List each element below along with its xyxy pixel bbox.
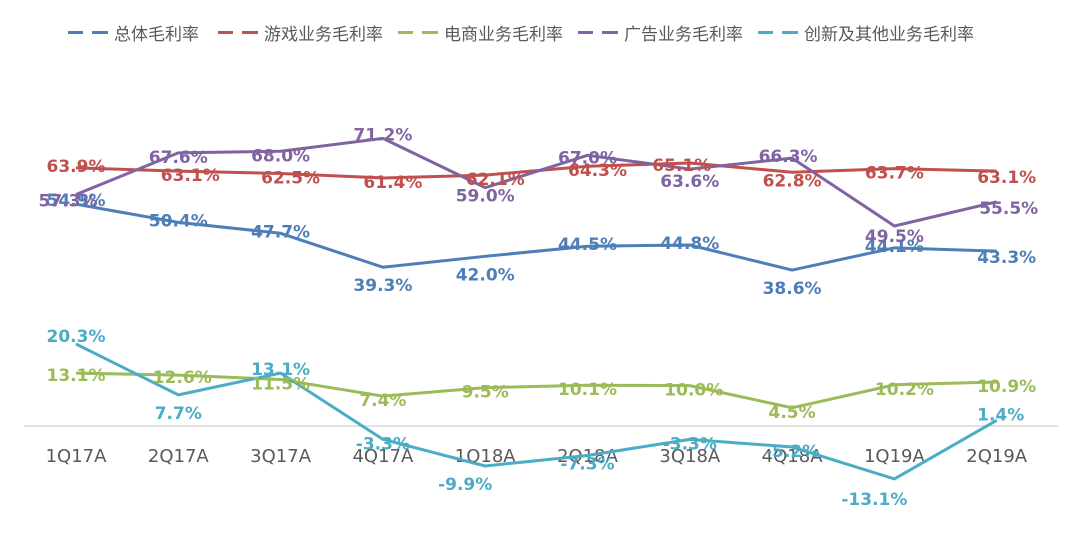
data-label: -7.3%	[560, 454, 614, 474]
series-line	[75, 371, 997, 410]
data-label: 57.3%	[39, 192, 98, 212]
data-label: 62.5%	[261, 169, 320, 189]
legend-label: 创新及其他业务毛利率	[804, 24, 974, 45]
data-label: 44.5%	[558, 235, 617, 255]
legend-item: 创新及其他业务毛利率	[758, 18, 974, 46]
data-label: 13.1%	[47, 366, 106, 386]
series-line	[75, 136, 998, 228]
series-line	[75, 342, 998, 481]
legend-swatch	[758, 29, 798, 35]
legend-label: 游戏业务毛利率	[264, 24, 383, 45]
data-label: 61.4%	[363, 173, 422, 193]
legend-swatch	[578, 29, 618, 35]
data-label: 49.5%	[865, 227, 924, 247]
data-label: 50.4%	[149, 211, 208, 231]
data-label: 55.5%	[979, 199, 1038, 219]
legend-item: 总体毛利率	[68, 18, 199, 46]
data-label: 9.5%	[462, 383, 509, 403]
data-label: 71.2%	[353, 125, 412, 145]
legend-swatch	[218, 29, 258, 35]
legend-label: 广告业务毛利率	[624, 24, 743, 45]
data-label: 67.6%	[149, 148, 208, 168]
data-label: 38.6%	[763, 279, 822, 299]
data-label: 10.1%	[558, 380, 617, 400]
legend-label: 总体毛利率	[114, 24, 199, 45]
data-label: 44.1%	[865, 237, 924, 257]
x-tick-label: 3Q18A	[659, 446, 721, 467]
data-label: 11.5%	[251, 375, 310, 395]
data-label: 63.6%	[660, 172, 719, 192]
data-label: 39.3%	[353, 276, 412, 296]
data-label: 63.1%	[161, 166, 220, 186]
data-label: 7.7%	[155, 404, 202, 424]
data-label: 66.3%	[759, 147, 818, 167]
legend-label: 电商业务毛利率	[444, 24, 563, 45]
data-label: 43.3%	[977, 248, 1036, 268]
data-label: -3.3%	[663, 434, 717, 454]
data-label: 10.2%	[875, 380, 934, 400]
x-tick-label: 3Q17A	[250, 446, 312, 467]
data-label: 7.4%	[359, 391, 406, 411]
data-label: 54.9%	[47, 191, 106, 211]
data-label: 13.1%	[251, 360, 310, 380]
data-label: 65.1%	[652, 156, 711, 176]
data-label: 42.0%	[456, 265, 515, 285]
legend-swatch	[398, 29, 438, 35]
data-label: 44.8%	[660, 234, 719, 254]
data-label: 10.9%	[977, 377, 1036, 397]
data-label: 10.0%	[664, 381, 723, 401]
legend-swatch	[68, 29, 108, 35]
x-tick-label: 1Q17A	[46, 446, 108, 467]
data-label: -3.3%	[356, 434, 410, 454]
data-label: 63.9%	[47, 157, 106, 177]
data-label: 62.1%	[466, 170, 525, 190]
legend: 总体毛利率 游戏业务毛利率 电商业务毛利率 广告业务毛利率 创新及其他业务毛利率	[0, 18, 1080, 46]
data-label: -9.9%	[438, 475, 492, 495]
series-line	[75, 202, 997, 272]
data-label: 68.0%	[251, 146, 310, 166]
data-label: 4.5%	[769, 403, 816, 423]
x-tick-label: 2Q19A	[966, 446, 1028, 467]
data-label: 63.1%	[977, 168, 1036, 188]
data-label: 20.3%	[47, 327, 106, 347]
data-label: 12.6%	[153, 368, 212, 388]
data-label: -5.2%	[765, 442, 819, 462]
x-tick-label: 2Q17A	[148, 446, 210, 467]
data-label: 63.7%	[865, 164, 924, 184]
data-label: 1.4%	[977, 405, 1024, 425]
data-label: 62.8%	[763, 171, 822, 191]
x-tick-label: 4Q17A	[352, 446, 414, 467]
legend-item: 广告业务毛利率	[578, 18, 743, 46]
x-tick-label: 1Q19A	[864, 446, 926, 467]
legend-item: 电商业务毛利率	[398, 18, 563, 46]
data-label: 59.0%	[456, 187, 515, 207]
data-label: 67.0%	[558, 148, 617, 168]
legend-item: 游戏业务毛利率	[218, 18, 383, 46]
data-label: 64.3%	[568, 161, 627, 181]
data-label: 47.7%	[251, 222, 310, 242]
data-label: -13.1%	[841, 490, 907, 510]
